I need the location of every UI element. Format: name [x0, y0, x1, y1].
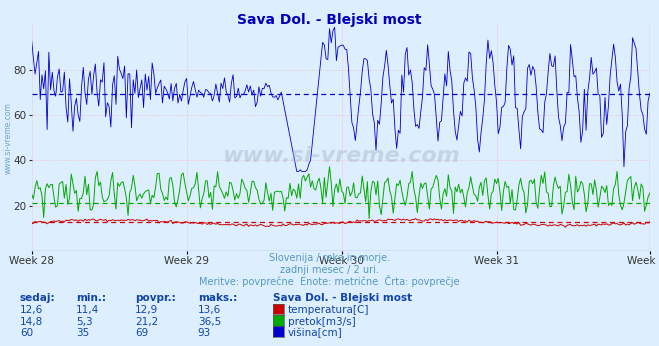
Text: 12,9: 12,9 — [135, 305, 158, 315]
Text: maks.:: maks.: — [198, 293, 237, 303]
Text: 13,6: 13,6 — [198, 305, 221, 315]
Text: www.si-vreme.com: www.si-vreme.com — [222, 146, 459, 166]
Text: Sava Dol. - Blejski most: Sava Dol. - Blejski most — [273, 293, 413, 303]
Text: 93: 93 — [198, 328, 211, 338]
Text: temperatura[C]: temperatura[C] — [288, 305, 370, 315]
Text: 21,2: 21,2 — [135, 317, 158, 327]
Text: min.:: min.: — [76, 293, 106, 303]
Text: 11,4: 11,4 — [76, 305, 99, 315]
Text: 12,6: 12,6 — [20, 305, 43, 315]
Text: 14,8: 14,8 — [20, 317, 43, 327]
Text: Slovenija / reke in morje.: Slovenija / reke in morje. — [269, 253, 390, 263]
Text: 35: 35 — [76, 328, 89, 338]
Text: 60: 60 — [20, 328, 33, 338]
Text: www.si-vreme.com: www.si-vreme.com — [3, 102, 13, 174]
Text: zadnji mesec / 2 uri.: zadnji mesec / 2 uri. — [280, 265, 379, 275]
Text: povpr.:: povpr.: — [135, 293, 176, 303]
Text: pretok[m3/s]: pretok[m3/s] — [288, 317, 356, 327]
Text: višina[cm]: višina[cm] — [288, 327, 343, 338]
Text: 69: 69 — [135, 328, 148, 338]
Text: Sava Dol. - Blejski most: Sava Dol. - Blejski most — [237, 13, 422, 27]
Text: 5,3: 5,3 — [76, 317, 92, 327]
Text: sedaj:: sedaj: — [20, 293, 55, 303]
Text: 36,5: 36,5 — [198, 317, 221, 327]
Text: Meritve: povprečne  Enote: metrične  Črta: povprečje: Meritve: povprečne Enote: metrične Črta:… — [199, 275, 460, 288]
